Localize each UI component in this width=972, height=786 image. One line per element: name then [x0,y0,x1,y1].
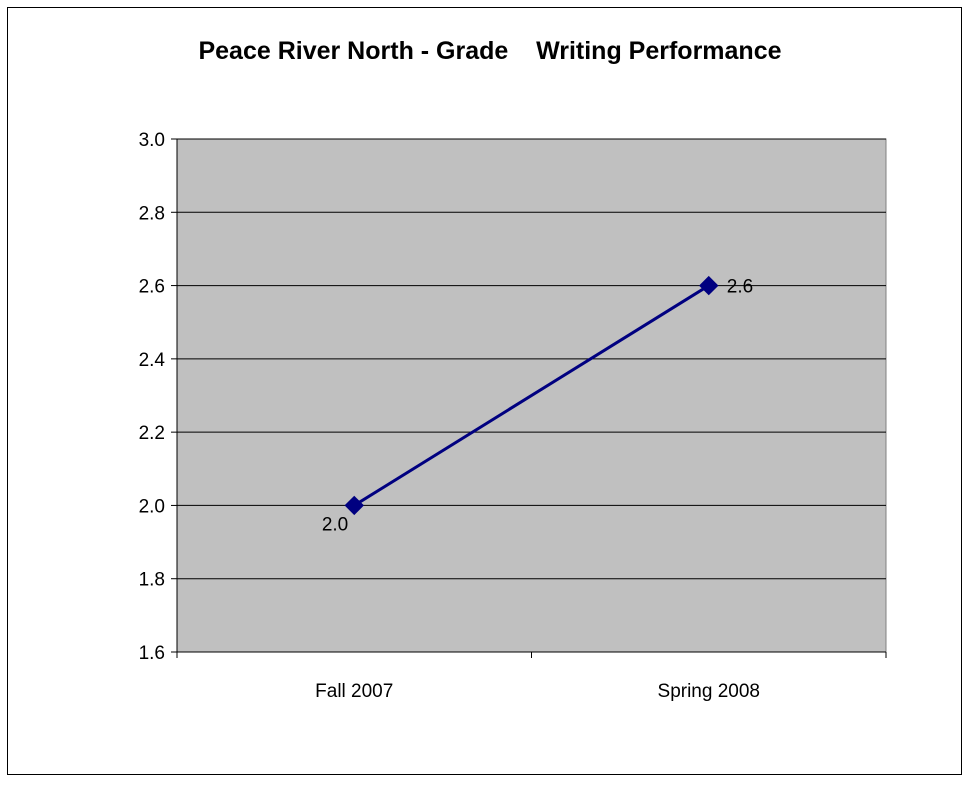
chart-title: Peace River North - Grade Writing Perfor… [198,37,782,65]
data-label: 2.6 [727,277,753,298]
series-line [353,284,710,507]
y-tick-label: 2.0 [139,496,165,517]
y-tick-label: 2.2 [139,423,165,444]
y-tick-label: 2.6 [139,277,165,298]
y-tick-label: 2.8 [139,203,165,224]
y-tick-label: 3.0 [139,130,165,151]
y-tick-label: 1.6 [139,643,165,664]
y-tick-label: 1.8 [139,570,165,591]
x-tick-label: Fall 2007 [315,681,393,702]
data-point-marker [344,495,364,516]
x-tick-label: Spring 2008 [658,681,760,702]
data-label: 2.0 [322,514,348,535]
plot-area: 1.6 1.8 2.0 2.2 2.4 2.6 2.8 3.0 Fall 2007 Spring … [139,130,887,702]
data-point-marker [699,275,719,296]
y-tick-label: 2.4 [139,350,166,371]
